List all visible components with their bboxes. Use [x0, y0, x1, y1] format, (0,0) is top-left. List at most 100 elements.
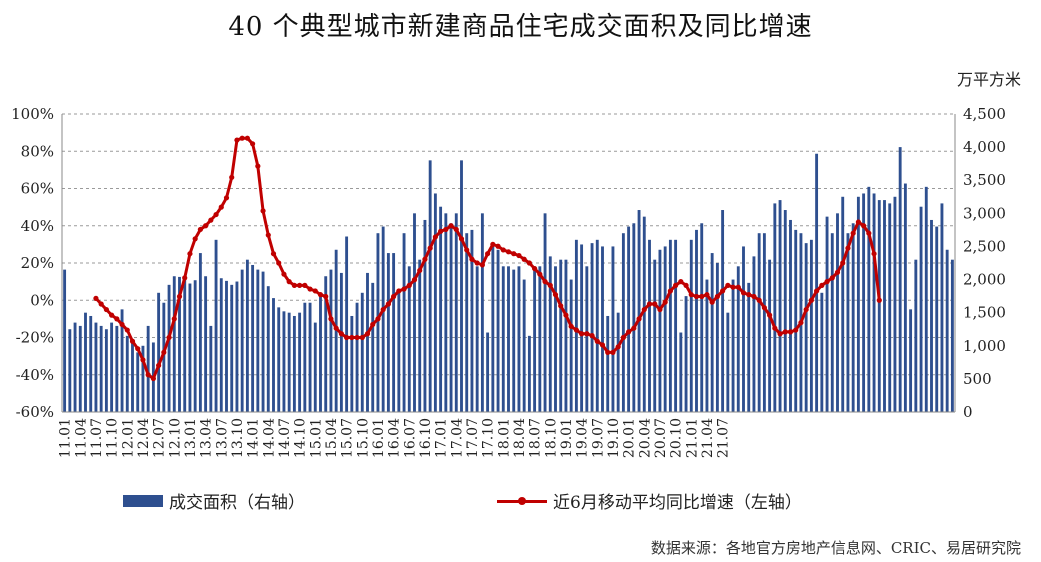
- line-point: [103, 306, 109, 313]
- bar-mark: [919, 206, 923, 412]
- bar-mark: [428, 160, 432, 412]
- line-point: [307, 286, 313, 292]
- bar-mark: [856, 196, 860, 412]
- bar-mark: [595, 239, 599, 412]
- bar-mark: [517, 266, 521, 412]
- x-tick-label: 20.07: [653, 418, 669, 458]
- bar-mark: [256, 269, 260, 412]
- bar-mark: [903, 183, 907, 412]
- line-point: [129, 338, 136, 344]
- bar-mark: [950, 259, 954, 412]
- bar-mark: [334, 249, 338, 412]
- bar-series: [63, 147, 954, 413]
- line-point: [709, 299, 715, 305]
- bar-mark: [512, 269, 516, 412]
- bar-mark: [198, 253, 202, 412]
- bar-mark: [465, 233, 469, 412]
- bar-mark: [324, 276, 328, 412]
- x-tick-label: 15.01: [308, 418, 324, 458]
- line-point: [187, 251, 193, 257]
- x-tick-label: 20.04: [637, 418, 653, 458]
- line-point: [464, 247, 470, 253]
- bar-mark: [392, 253, 396, 412]
- line-point: [542, 279, 548, 285]
- bar-mark: [188, 283, 192, 412]
- bar-mark: [282, 311, 286, 412]
- line-point: [485, 251, 491, 257]
- bar-mark: [460, 160, 463, 412]
- x-tick-label: 14.04: [261, 418, 277, 458]
- line-point: [140, 357, 146, 363]
- line-point: [678, 279, 684, 285]
- x-tick-label: 19.07: [590, 418, 606, 458]
- bar-mark: [78, 325, 82, 412]
- bar-mark: [601, 246, 604, 412]
- line-point: [756, 297, 762, 303]
- bar-mark: [757, 233, 761, 412]
- line-point: [323, 293, 329, 300]
- line-point: [829, 275, 835, 281]
- bar-mark: [731, 279, 735, 412]
- bar-mark: [277, 307, 281, 412]
- line-point: [876, 297, 882, 303]
- bar-mark: [125, 335, 129, 412]
- line-point: [114, 316, 120, 322]
- bar-mark: [204, 276, 208, 412]
- line-point: [751, 293, 757, 300]
- bar-mark: [564, 259, 568, 412]
- bar-mark: [637, 210, 641, 412]
- line-point: [260, 208, 266, 214]
- line-point: [793, 327, 799, 333]
- bar-mark: [157, 292, 161, 412]
- line-point: [171, 316, 177, 322]
- line-point: [511, 251, 517, 257]
- bar-mark: [778, 200, 782, 412]
- line-point: [537, 271, 543, 277]
- bar-mark: [658, 249, 662, 412]
- line-point: [688, 292, 694, 298]
- bar-mark: [606, 315, 610, 412]
- line-point: [667, 288, 673, 294]
- legend-line-entry: 近6月移动平均同比增速（左轴）: [497, 488, 802, 513]
- bar-mark: [752, 256, 756, 412]
- x-tick-label: 13.10: [230, 418, 246, 458]
- line-point: [333, 325, 339, 331]
- right-tick-label: 4,500: [963, 105, 1006, 123]
- line-point: [469, 256, 475, 262]
- bar-mark: [533, 266, 537, 412]
- bar-mark: [501, 266, 505, 412]
- right-axis-unit-label: 万平方米: [957, 70, 1022, 89]
- bar-mark: [110, 322, 114, 412]
- bar-mark: [548, 256, 552, 412]
- bar-mark: [574, 239, 578, 412]
- data-source-note: 数据来源：各地官方房地产信息网、CRIC、易居研究院: [650, 539, 1021, 557]
- line-point: [782, 329, 788, 335]
- line-point: [297, 282, 303, 288]
- bar-mark: [89, 315, 93, 412]
- line-point: [819, 282, 825, 288]
- x-tick-label: 11.07: [89, 418, 105, 458]
- bar-mark: [721, 210, 725, 412]
- line-point: [166, 334, 172, 341]
- bar-mark: [726, 312, 730, 412]
- x-tick-label: 14.10: [293, 418, 309, 458]
- line-point: [229, 174, 235, 180]
- bar-mark: [783, 210, 787, 412]
- line-point: [265, 232, 271, 238]
- bar-mark: [371, 282, 375, 412]
- bar-mark: [632, 223, 636, 412]
- legend-line-label: 近6月移动平均同比增速（左轴）: [553, 493, 802, 513]
- line-point: [135, 346, 141, 352]
- line-point: [558, 303, 564, 309]
- bar-mark: [898, 147, 902, 413]
- line-point: [244, 135, 250, 141]
- right-tick-label: 2,000: [963, 271, 1006, 289]
- right-tick-label: 0: [963, 403, 973, 421]
- bar-mark: [773, 203, 777, 412]
- bar-mark: [689, 239, 693, 412]
- bar-mark: [747, 282, 751, 412]
- line-point: [599, 342, 606, 348]
- x-tick-label: 19.01: [559, 418, 575, 458]
- line-point: [720, 288, 726, 294]
- bar-mark: [695, 229, 698, 412]
